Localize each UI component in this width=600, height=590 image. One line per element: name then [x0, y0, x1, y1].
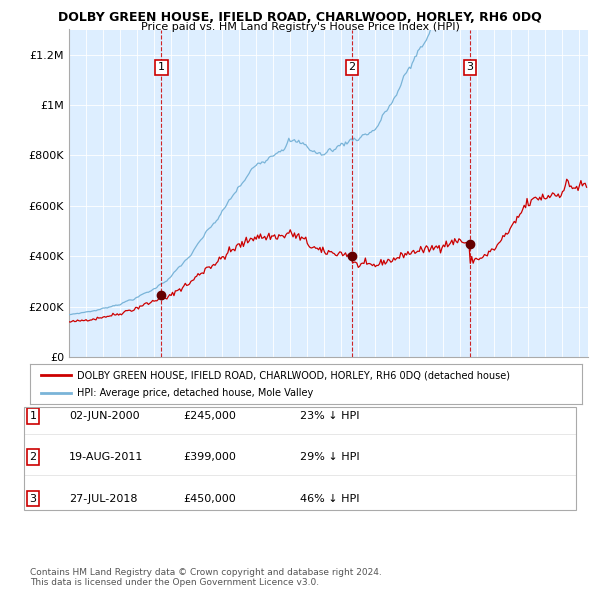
- Text: 27-JUL-2018: 27-JUL-2018: [69, 494, 137, 503]
- Text: 2: 2: [29, 453, 37, 462]
- Text: Contains HM Land Registry data © Crown copyright and database right 2024.
This d: Contains HM Land Registry data © Crown c…: [30, 568, 382, 587]
- Text: 23% ↓ HPI: 23% ↓ HPI: [300, 411, 359, 421]
- Text: 3: 3: [29, 494, 37, 503]
- Text: 3: 3: [467, 63, 473, 73]
- Text: 02-JUN-2000: 02-JUN-2000: [69, 411, 140, 421]
- Text: 1: 1: [158, 63, 165, 73]
- Text: Price paid vs. HM Land Registry's House Price Index (HPI): Price paid vs. HM Land Registry's House …: [140, 22, 460, 32]
- Text: 1: 1: [29, 411, 37, 421]
- Text: 19-AUG-2011: 19-AUG-2011: [69, 453, 143, 462]
- Text: 29% ↓ HPI: 29% ↓ HPI: [300, 453, 359, 462]
- Text: HPI: Average price, detached house, Mole Valley: HPI: Average price, detached house, Mole…: [77, 388, 313, 398]
- Text: £399,000: £399,000: [183, 453, 236, 462]
- Text: DOLBY GREEN HOUSE, IFIELD ROAD, CHARLWOOD, HORLEY, RH6 0DQ: DOLBY GREEN HOUSE, IFIELD ROAD, CHARLWOO…: [58, 11, 542, 24]
- Text: £245,000: £245,000: [183, 411, 236, 421]
- Text: £450,000: £450,000: [183, 494, 236, 503]
- Text: 2: 2: [349, 63, 356, 73]
- Text: DOLBY GREEN HOUSE, IFIELD ROAD, CHARLWOOD, HORLEY, RH6 0DQ (detached house): DOLBY GREEN HOUSE, IFIELD ROAD, CHARLWOO…: [77, 371, 510, 381]
- Text: 46% ↓ HPI: 46% ↓ HPI: [300, 494, 359, 503]
